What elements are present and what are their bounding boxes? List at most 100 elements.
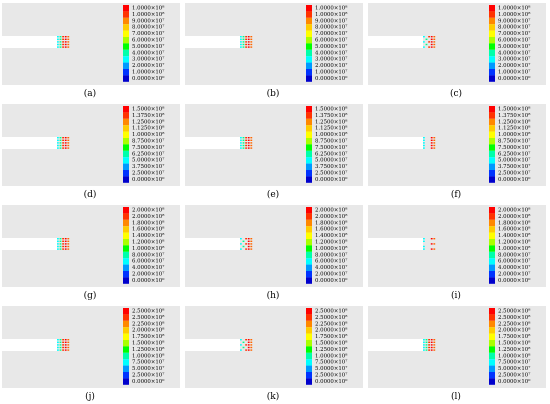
- colorbar-label: 1.0000×10⁸: [498, 245, 531, 252]
- colorbar-segment: [489, 163, 495, 170]
- colorbar-label: 0.0000×10⁰: [498, 176, 531, 183]
- colorbar-label: 1.0000×10⁸: [132, 131, 165, 138]
- notch-slot: [185, 339, 240, 351]
- colorbar-segment: [489, 43, 495, 50]
- crack-mark: [430, 139, 433, 141]
- colorbar-label: 1.6000×10⁸: [315, 226, 348, 233]
- crack-mark: [245, 339, 247, 341]
- crack-mark: [428, 46, 430, 48]
- crack-mark: [430, 344, 433, 346]
- panel-i: 2.0000×10⁸ 2.0000×10⁸ 1.8000×10⁸ 1.6000×10⁸…: [366, 203, 549, 303]
- crack-mark: [67, 346, 70, 349]
- colorbar-segment: [123, 43, 129, 50]
- crack-mark: [247, 144, 250, 147]
- colorbar-label: 3.7500×10⁷: [498, 163, 530, 170]
- colorbar-label: 2.0000×10⁷: [132, 62, 164, 69]
- crack-mark: [430, 43, 433, 46]
- colorbar-label: 9.0000×10⁷: [132, 17, 164, 24]
- crack-field: [57, 238, 70, 250]
- crack-mark: [433, 344, 436, 346]
- colorbar-label: 2.5000×10⁸: [498, 308, 531, 315]
- crack-mark: [240, 139, 242, 141]
- colorbar-segment: [306, 56, 312, 63]
- crack-mark: [433, 41, 436, 43]
- simulation-plot: 1.0000×10⁸1.0000×10⁸9.0000×10⁷8.0000×10⁷…: [2, 3, 180, 85]
- crack-mark: [67, 43, 70, 46]
- colorbar-segment: [489, 106, 495, 113]
- crack-mark: [425, 38, 428, 40]
- colorbar-segment: [489, 271, 495, 278]
- crack-mark: [57, 349, 59, 351]
- crack-mark: [423, 137, 425, 139]
- colorbar-label: 2.5000×10⁸: [315, 314, 348, 321]
- colorbar-label: 1.0000×10⁸: [315, 131, 348, 138]
- crack-mark: [240, 38, 242, 40]
- colorbar-label: 1.2500×10⁸: [132, 118, 165, 125]
- colorbar-label: 1.2000×10⁸: [315, 239, 348, 246]
- crack-mark: [59, 339, 62, 341]
- colorbar-segment: [489, 378, 495, 385]
- crack-mark: [67, 139, 70, 141]
- colorbar-label: 6.0000×10⁷: [315, 258, 347, 265]
- crack-mark: [62, 36, 64, 38]
- colorbar-segment: [489, 327, 495, 334]
- crack-mark: [425, 43, 428, 46]
- colorbar-label: 3.7500×10⁷: [315, 163, 347, 170]
- colorbar-segment: [306, 37, 312, 44]
- colorbar-segment: [489, 17, 495, 25]
- crack-mark: [64, 41, 67, 43]
- colorbar-label: 2.5000×10⁸: [315, 308, 348, 315]
- crack-mark: [430, 38, 433, 40]
- colorbar-segment: [123, 239, 129, 246]
- crack-mark: [250, 38, 253, 40]
- simulation-plot: 1.0000×10⁸1.0000×10⁸9.0000×10⁷8.0000×10⁷…: [185, 3, 363, 85]
- colorbar-segment: [123, 125, 129, 132]
- crack-mark: [433, 243, 436, 245]
- crack-mark: [242, 43, 245, 46]
- crack-mark: [430, 142, 433, 144]
- crack-mark: [247, 38, 250, 40]
- colorbar-label: 1.0000×10⁸: [132, 245, 165, 252]
- colorbar-label: 2.5000×10⁷: [498, 170, 530, 177]
- colorbar-label: 9.0000×10⁷: [498, 17, 530, 24]
- crack-mark: [423, 142, 425, 144]
- colorbar-label: 5.0000×10⁷: [498, 43, 530, 50]
- crack-mark: [428, 344, 430, 346]
- simulation-plot: 1.0000×10⁸1.0000×10⁸9.0000×10⁷8.0000×10⁷…: [368, 3, 546, 85]
- panel-d: 1.5000×10⁸ 1.3750×10⁸ 1.2500×10⁸ 1.1250×10⁸…: [0, 102, 183, 202]
- notch-slot: [185, 137, 240, 149]
- colorbar-segment: [489, 346, 495, 353]
- colorbar-label: 8.0000×10⁷: [132, 24, 164, 31]
- crack-mark: [240, 41, 242, 43]
- colorbar-label: 2.0000×10⁷: [132, 271, 164, 278]
- colorbar-segment: [306, 333, 312, 340]
- colorbar-label: 8.0000×10⁷: [132, 251, 164, 258]
- crack-mark: [242, 36, 245, 38]
- colorbar-label: 2.5000×10⁸: [498, 314, 531, 321]
- crack-mark: [433, 139, 436, 141]
- crack-mark: [57, 36, 59, 38]
- colorbar-segment: [123, 264, 129, 271]
- colorbar-label: 3.7500×10⁷: [132, 163, 164, 170]
- notch-slot: [368, 36, 423, 48]
- crack-mark: [59, 144, 62, 147]
- crack-mark: [242, 41, 245, 43]
- colorbar-label: 7.0000×10⁷: [498, 30, 530, 37]
- colorbar-segment: [123, 150, 129, 158]
- colorbar-label: 1.8000×10⁸: [315, 219, 348, 226]
- crack-mark: [242, 346, 245, 349]
- crack-mark: [57, 245, 59, 248]
- crack-mark: [245, 147, 247, 149]
- crack-mark: [59, 349, 62, 351]
- colorbar-segment: [123, 359, 129, 366]
- crack-mark: [67, 243, 70, 245]
- colorbar-label: 1.3750×10⁸: [498, 112, 531, 119]
- crack-mark: [433, 38, 436, 40]
- colorbar-label: 6.0000×10⁷: [132, 258, 164, 265]
- colorbar-label: 1.3750×10⁸: [132, 112, 165, 119]
- crack-mark: [250, 147, 253, 149]
- crack-mark: [430, 248, 433, 250]
- colorbar-segment: [489, 340, 495, 347]
- colorbar-segment: [123, 106, 129, 113]
- colorbar-label: 0.0000×10⁰: [132, 176, 165, 183]
